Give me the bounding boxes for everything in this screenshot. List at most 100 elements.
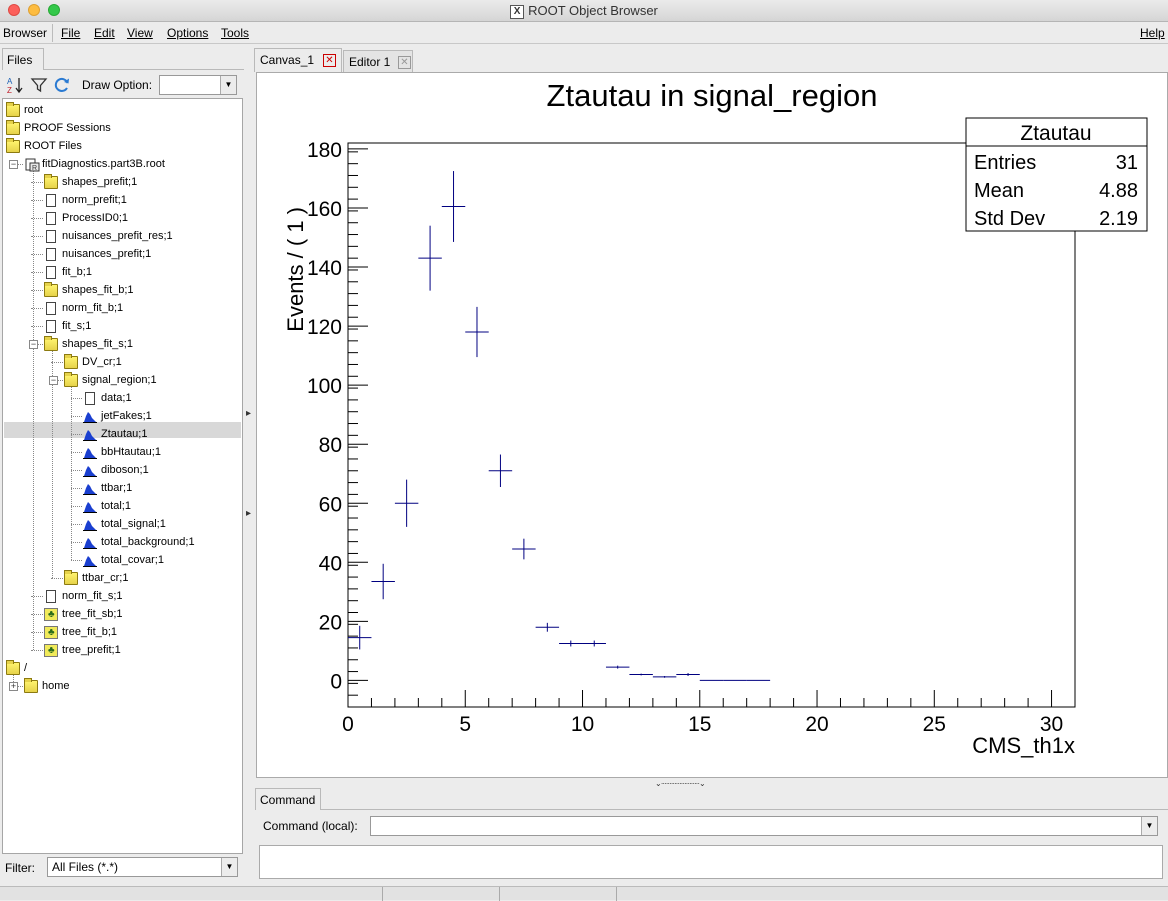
collapse-icon[interactable]: −	[9, 159, 18, 169]
tree-node[interactable]: norm_prefit;1	[43, 191, 239, 209]
tree-node[interactable]: fit_b;1	[43, 263, 239, 281]
collapse-right-icon[interactable]: ▸	[246, 508, 252, 519]
tree-node[interactable]: ♣ tree_fit_sb;1	[43, 605, 239, 623]
refresh-icon[interactable]	[53, 76, 71, 94]
panel-splitter[interactable]: ▸ ▸	[246, 46, 254, 886]
menu-view[interactable]: View	[127, 26, 153, 40]
tree-node[interactable]: ♣ tree_fit_b;1	[43, 623, 239, 641]
tree-guide-line	[71, 434, 82, 435]
tree-guide-line	[13, 675, 14, 686]
tree-node-label: norm_fit_b;1	[62, 302, 124, 314]
histogram-icon	[83, 446, 97, 459]
tree-node[interactable]: total_background;1	[82, 533, 239, 551]
histogram2d-icon	[83, 554, 97, 567]
object-icon	[46, 320, 56, 333]
command-input[interactable]: ▼	[370, 816, 1158, 836]
object-icon	[46, 248, 56, 261]
tree-guide-line	[31, 326, 43, 327]
chevron-down-icon[interactable]: ▼	[220, 76, 236, 94]
svg-text:R: R	[32, 165, 37, 172]
y-tick-label: 100	[307, 375, 342, 398]
tree-node[interactable]: Ztautau;1	[82, 425, 239, 443]
tree-node[interactable]: fit_s;1	[43, 317, 239, 335]
tree-node-label: tree_prefit;1	[62, 644, 121, 656]
menu-file[interactable]: File	[61, 26, 81, 40]
tree-node[interactable]: /	[5, 659, 239, 677]
tree-node[interactable]: norm_fit_b;1	[43, 299, 239, 317]
object-icon	[46, 302, 56, 315]
draw-option-label: Draw Option:	[82, 78, 153, 92]
vertical-splitter-grip[interactable]: ⌄·······················⌄	[655, 779, 706, 788]
folder-icon	[44, 174, 58, 189]
tree-node[interactable]: nuisances_prefit;1	[43, 245, 239, 263]
object-icon	[46, 266, 56, 279]
tree-node[interactable]: DV_cr;1	[63, 353, 239, 371]
tree-node[interactable]: norm_fit_s;1	[43, 587, 239, 605]
sort-az-icon[interactable]: AZ	[6, 76, 24, 94]
menu-edit[interactable]: Edit	[94, 26, 115, 40]
tree-node[interactable]: total_signal;1	[82, 515, 239, 533]
collapse-icon[interactable]: −	[49, 375, 58, 385]
tree-node[interactable]: bbHtautau;1	[82, 443, 239, 461]
menu-browser[interactable]: Browser	[3, 26, 48, 40]
histogram-chart[interactable]: Ztautau in signal_region 020406080100120…	[257, 73, 1167, 777]
expand-icon[interactable]: +	[9, 681, 18, 691]
draw-option-combo[interactable]: ▼	[159, 75, 237, 95]
stats-value: 31	[1116, 152, 1138, 174]
data-point	[605, 665, 630, 669]
tree-node[interactable]: home	[23, 677, 239, 695]
filter-combo[interactable]: All Files (*.*) ▼	[47, 857, 238, 877]
tree-node[interactable]: data;1	[82, 389, 239, 407]
window-maximize-button[interactable]	[48, 4, 60, 16]
selected-row-highlight	[4, 422, 241, 438]
tree-node[interactable]: nuisances_prefit_res;1	[43, 227, 239, 245]
window-minimize-button[interactable]	[28, 4, 40, 16]
chevron-down-icon[interactable]: ▼	[1141, 817, 1157, 835]
collapse-icon[interactable]: −	[29, 339, 38, 349]
tree-node[interactable]: total;1	[82, 497, 239, 515]
tree-icon: ♣	[44, 608, 58, 621]
tree-node[interactable]: ♣ tree_prefit;1	[43, 641, 239, 659]
chevron-down-icon[interactable]: ▼	[221, 858, 237, 876]
tree-node[interactable]: signal_region;1	[63, 371, 239, 389]
tree-node[interactable]: shapes_fit_b;1	[43, 281, 239, 299]
tree-node[interactable]: ROOT Files	[5, 137, 239, 155]
stats-value: 2.19	[1099, 208, 1138, 230]
tab-canvas-1[interactable]: Canvas_1 ✕	[254, 48, 342, 72]
tree-node[interactable]: total_covar;1	[82, 551, 239, 569]
tree-node[interactable]: root	[5, 101, 239, 119]
folder-icon	[24, 678, 38, 693]
root-canvas[interactable]: Ztautau in signal_region 0 20 40 60 80 100 120…	[256, 72, 1168, 778]
tree-node[interactable]: ProcessID0;1	[43, 209, 239, 227]
filter-icon[interactable]	[30, 76, 48, 94]
close-icon[interactable]: ✕	[398, 56, 411, 69]
canvas-tab-bar: Canvas_1 ✕ Editor 1 ✕	[254, 46, 1168, 72]
close-icon[interactable]: ✕	[323, 54, 336, 67]
tree-node[interactable]: jetFakes;1	[82, 407, 239, 425]
window-close-button[interactable]	[8, 4, 20, 16]
tree-node[interactable]: shapes_prefit;1	[43, 173, 239, 191]
tree-node[interactable]: diboson;1	[82, 461, 239, 479]
filter-label: Filter:	[5, 861, 35, 875]
tab-files[interactable]: Files	[2, 48, 44, 70]
collapse-right-icon[interactable]: ▸	[246, 408, 252, 419]
tree-guide-line	[31, 308, 43, 309]
tree-node[interactable]: ttbar;1	[82, 479, 239, 497]
stats-box-frame	[965, 117, 1148, 232]
tab-editor-1[interactable]: Editor 1 ✕	[343, 50, 413, 72]
tree-node-label: bbHtautau;1	[101, 446, 161, 458]
tab-canvas-label: Canvas_1	[260, 53, 315, 67]
tree-node[interactable]: shapes_fit_s;1	[43, 335, 239, 353]
tree-node[interactable]: ttbar_cr;1	[63, 569, 239, 587]
menu-options[interactable]: Options	[167, 26, 209, 40]
menu-tools[interactable]: Tools	[221, 26, 250, 40]
menu-help[interactable]: Help	[1140, 26, 1165, 40]
histogram-icon	[83, 428, 97, 441]
histogram-icon	[83, 518, 97, 531]
window-title-area: X ROOT Object Browser	[0, 0, 1168, 22]
tab-command[interactable]: Command	[255, 788, 321, 810]
folder-icon	[6, 102, 20, 117]
tree-node[interactable]: PROOF Sessions	[5, 119, 239, 137]
